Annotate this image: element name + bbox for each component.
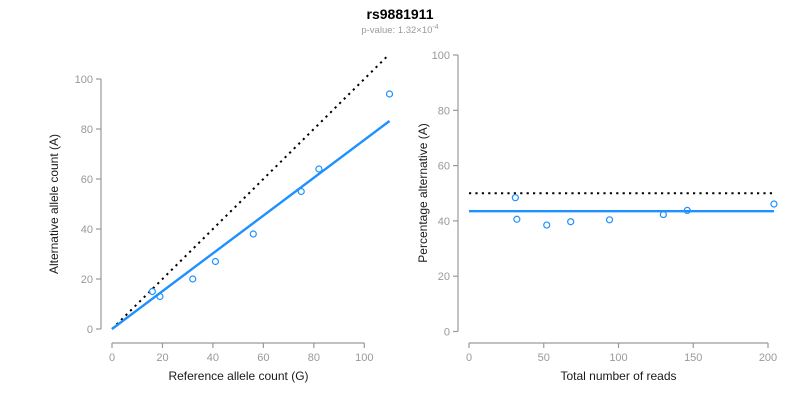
data-point [156, 292, 164, 301]
y-tick-label: 100 [432, 50, 450, 62]
data-point [211, 257, 220, 266]
x-tick-label: 100 [609, 352, 627, 364]
y-tick-label: 100 [75, 74, 93, 86]
p-value-exponent: -4 [432, 24, 439, 31]
fit-line [111, 120, 391, 330]
data-point [297, 187, 305, 196]
percentage-reads-scatter: 0 20 40 60 80 100 0 50 100 150 200 [432, 50, 778, 364]
data-point [605, 216, 614, 224]
data-point [148, 287, 156, 296]
y-tick-label: 80 [438, 105, 450, 117]
y-tick-label: 60 [81, 174, 93, 186]
x-tick-label: 60 [257, 352, 269, 364]
y-axis-title-right: Percentage alternative (A) [416, 123, 430, 263]
x-tick-label: 80 [308, 352, 320, 364]
data-point [770, 200, 778, 208]
y-tick-label: 60 [438, 161, 450, 173]
x-tick-label: 50 [538, 352, 550, 364]
data-point [249, 230, 257, 238]
y-tick-label: 20 [438, 271, 450, 283]
x-axis-title-right: Total number of reads [560, 369, 677, 383]
identity-line [111, 54, 389, 330]
figure-title: rs9881911 [366, 6, 434, 22]
data-point [315, 165, 323, 173]
data-point [659, 210, 667, 219]
y-tick-label: 40 [81, 224, 93, 236]
x-tick-label: 0 [466, 352, 472, 364]
data-point [543, 221, 551, 229]
y-tick-label: 80 [81, 124, 93, 136]
figure-subtitle: p-value: 1.32×10-4 [0, 24, 800, 36]
data-point [567, 218, 575, 226]
y-tick-label: 40 [438, 216, 450, 228]
y-axis-title-left: Alternative allele count (A) [47, 133, 61, 275]
x-tick-label: 150 [684, 352, 702, 364]
x-tick-label: 200 [759, 352, 777, 364]
x-tick-label: 100 [355, 352, 373, 364]
p-value-text: p-value: 1.32×10 [361, 25, 433, 37]
x-tick-label: 20 [156, 352, 168, 364]
y-tick-label: 20 [81, 274, 93, 286]
y-tick-label: 0 [444, 327, 450, 339]
x-tick-label: 40 [207, 352, 219, 364]
x-axis-title-left: Reference allele count (G) [168, 369, 309, 383]
data-point [683, 206, 691, 214]
allele-count-scatter: 0 20 40 60 80 100 0 20 40 60 80 100 [75, 54, 394, 364]
x-tick-label: 0 [109, 352, 115, 364]
data-point [189, 275, 197, 283]
data-point [385, 90, 394, 98]
y-tick-label: 0 [87, 324, 93, 336]
data-point [513, 215, 521, 223]
data-point [511, 194, 519, 202]
